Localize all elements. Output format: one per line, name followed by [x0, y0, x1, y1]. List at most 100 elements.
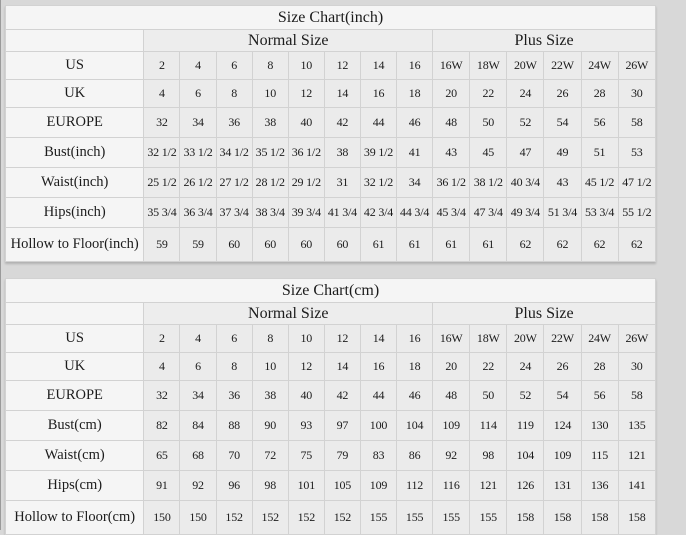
- size-cell: 61: [396, 227, 434, 262]
- size-cell: 54: [543, 380, 582, 411]
- size-cell: 29 1/2: [287, 167, 325, 198]
- size-cell: 38: [323, 137, 361, 168]
- size-cell: 10: [287, 51, 325, 80]
- size-cell: 98: [251, 470, 289, 501]
- size-cell: 135: [617, 410, 657, 441]
- size-cell: 14: [359, 324, 398, 353]
- size-cell: 53 3/4: [580, 197, 619, 228]
- size-cell: 59: [143, 227, 181, 262]
- size-cell: 16: [396, 324, 434, 353]
- size-cell: 27 1/2: [215, 167, 253, 198]
- row-label: EUROPE: [4, 380, 145, 411]
- size-cell: 26 1/2: [179, 167, 217, 198]
- size-cell: 50: [469, 380, 508, 411]
- size-cell: 12: [287, 352, 325, 381]
- size-cell: 97: [323, 410, 361, 441]
- table-row: Waist(cm) 65 68 70 72 75 79 83 86 92 98 104 109 115 12…: [4, 440, 657, 471]
- size-cell: 152: [215, 500, 253, 535]
- size-cell: 115: [580, 440, 619, 471]
- row-label: US: [4, 51, 145, 80]
- size-chart-table: Size Chart(cm) Normal Size Plus Size US 2 4 6 8…: [4, 278, 657, 535]
- row-label: Bust(inch): [4, 137, 145, 168]
- corner-cell: [4, 29, 145, 52]
- size-cell: 48: [432, 380, 471, 411]
- row-label: UK: [4, 79, 145, 108]
- size-cell: 34 1/2: [215, 137, 253, 168]
- size-cell: 31: [323, 167, 361, 198]
- size-cell: 61: [432, 227, 471, 262]
- size-cell: 79: [323, 440, 361, 471]
- size-cell: 60: [287, 227, 325, 262]
- size-cell: 72: [251, 440, 289, 471]
- size-cell: 34: [179, 107, 217, 138]
- size-cell: 34: [179, 380, 217, 411]
- size-cell: 2: [143, 324, 181, 353]
- size-cell: 2: [143, 51, 181, 80]
- size-cell: 104: [506, 440, 545, 471]
- size-cell: 109: [543, 440, 582, 471]
- table-row: US 2 4 6 8 10 12 14 16 16W 18W 20W 22W 24W 26W: [4, 51, 657, 80]
- size-cell: 114: [469, 410, 508, 441]
- size-cell: 32: [143, 107, 181, 138]
- size-cell: 62: [543, 227, 582, 262]
- size-cell: 62: [506, 227, 545, 262]
- table-row: Hips(cm) 91 92 96 98 101 105 109 112 116 121 126 131…: [4, 470, 657, 501]
- size-cell: 60: [323, 227, 361, 262]
- size-cell: 116: [432, 470, 471, 501]
- size-cell: 53: [617, 137, 657, 168]
- size-cell: 48: [432, 107, 471, 138]
- size-cell: 18: [396, 79, 434, 108]
- size-cell: 12: [323, 324, 361, 353]
- size-cell: 58: [617, 380, 657, 411]
- size-cell: 62: [617, 227, 657, 262]
- size-cell: 46: [396, 107, 434, 138]
- table-row: Hollow to Floor(inch) 59 59 60 60 60 60 61 61 61 6…: [4, 227, 657, 262]
- size-cell: 22W: [543, 324, 582, 353]
- size-cell: 20W: [506, 51, 545, 80]
- size-cell: 51 3/4: [543, 197, 582, 228]
- size-cell: 55 1/2: [617, 197, 657, 228]
- row-label: Hips(cm): [4, 470, 145, 501]
- group-header-normal-size: Normal Size: [143, 302, 434, 325]
- size-cell: 60: [215, 227, 253, 262]
- size-cell: 84: [179, 410, 217, 441]
- size-cell: 30: [617, 79, 657, 108]
- size-cell: 59: [179, 227, 217, 262]
- size-cell: 62: [580, 227, 619, 262]
- size-cell: 40: [287, 107, 325, 138]
- size-cell: 51: [580, 137, 619, 168]
- size-cell: 39 3/4: [287, 197, 325, 228]
- size-cell: 18: [396, 352, 434, 381]
- size-cell: 41: [396, 137, 434, 168]
- size-cell: 10: [251, 352, 289, 381]
- size-cell: 90: [251, 410, 289, 441]
- size-cell: 20: [432, 352, 471, 381]
- size-cell: 10: [287, 324, 325, 353]
- size-cell: 6: [215, 324, 253, 353]
- size-cell: 60: [251, 227, 289, 262]
- size-cell: 44: [359, 380, 398, 411]
- size-cell: 61: [359, 227, 398, 262]
- size-cell: 26: [543, 352, 582, 381]
- group-header-plus-size: Plus Size: [432, 29, 656, 52]
- size-cell: 36: [215, 107, 253, 138]
- size-cell: 47 3/4: [469, 197, 508, 228]
- size-cell: 152: [323, 500, 361, 535]
- size-cell: 38: [251, 107, 289, 138]
- size-cell: 26: [543, 79, 582, 108]
- size-cell: 150: [179, 500, 217, 535]
- size-cell: 42: [323, 380, 361, 411]
- size-cell: 16: [359, 79, 398, 108]
- size-cell: 88: [215, 410, 253, 441]
- size-cell: 32 1/2: [359, 167, 398, 198]
- size-cell: 4: [179, 51, 217, 80]
- size-cell: 98: [469, 440, 508, 471]
- size-cell: 8: [251, 324, 289, 353]
- size-cell: 49: [543, 137, 582, 168]
- size-cell: 36: [215, 380, 253, 411]
- table-row: EUROPE 32 34 36 38 40 42 44 46 48 50 52 54 56 58: [4, 107, 657, 138]
- size-cell: 8: [215, 79, 253, 108]
- size-cell: 26W: [617, 51, 657, 80]
- size-cell: 20: [432, 79, 471, 108]
- size-cell: 109: [432, 410, 471, 441]
